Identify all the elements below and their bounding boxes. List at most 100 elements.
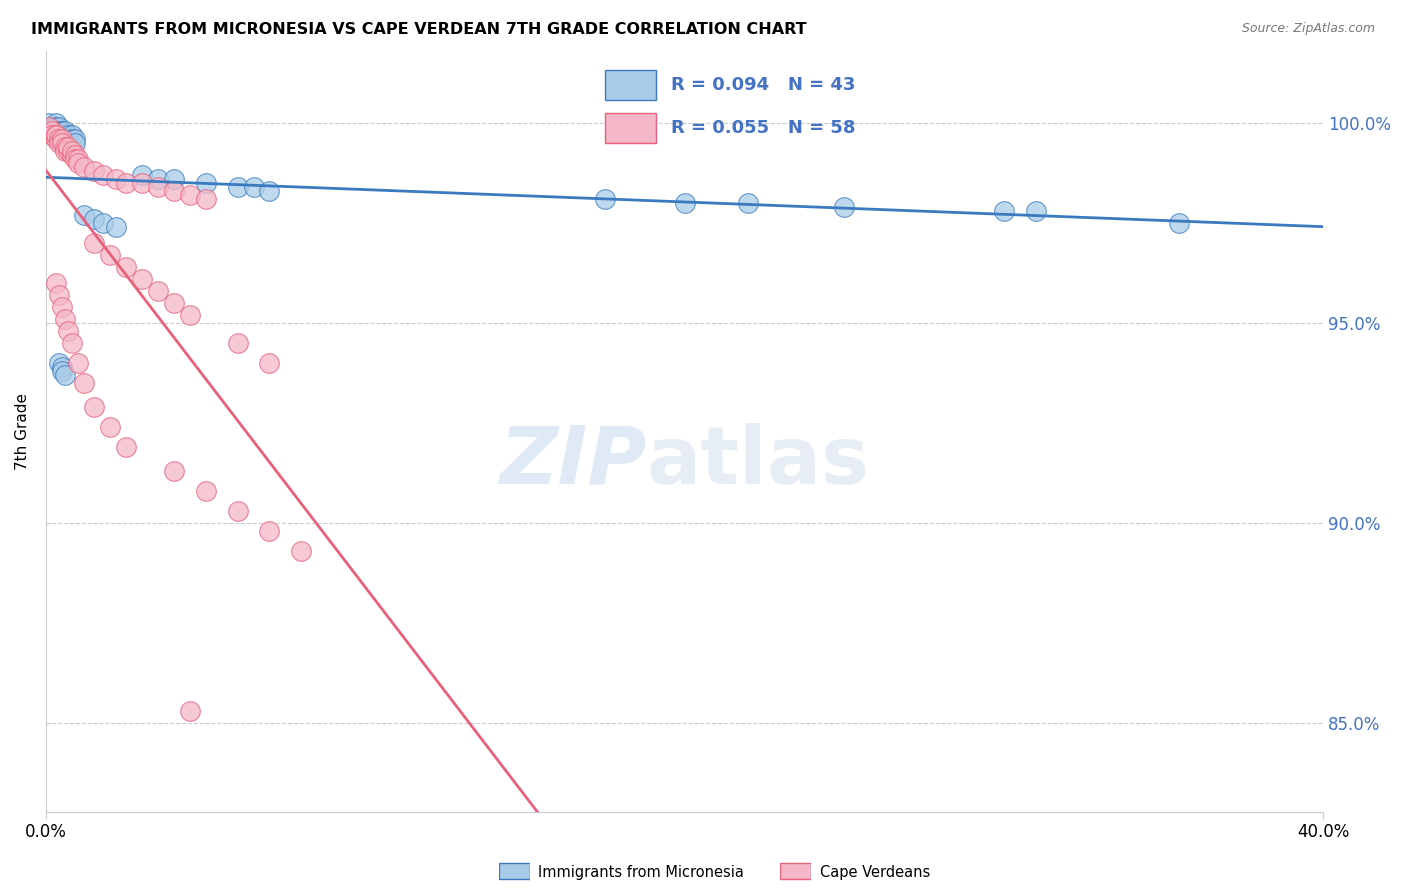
Point	[63, 152, 86, 166]
Point	[131, 272, 153, 286]
Point	[48, 132, 70, 146]
Y-axis label: 7th Grade: 7th Grade	[15, 392, 30, 469]
Point	[242, 179, 264, 194]
Point	[41, 120, 63, 134]
Point	[66, 156, 89, 170]
Point	[53, 140, 76, 154]
Point	[259, 184, 281, 198]
Point	[146, 179, 169, 194]
Point	[290, 544, 312, 558]
Point	[163, 464, 186, 478]
Point	[53, 144, 76, 158]
Point	[114, 440, 136, 454]
Point	[45, 128, 67, 142]
Point	[48, 288, 70, 302]
Point	[53, 368, 76, 382]
Point	[146, 284, 169, 298]
FancyBboxPatch shape	[499, 863, 530, 880]
Point	[66, 356, 89, 370]
Point	[63, 148, 86, 162]
Point	[226, 504, 249, 518]
Point	[58, 128, 80, 142]
Point	[1025, 203, 1047, 218]
Point	[58, 132, 80, 146]
Point	[179, 187, 201, 202]
Text: Immigrants from Micronesia: Immigrants from Micronesia	[538, 865, 744, 880]
Point	[45, 116, 67, 130]
Point	[83, 163, 105, 178]
Point	[58, 324, 80, 338]
Point	[737, 195, 759, 210]
Point	[66, 152, 89, 166]
Point	[51, 136, 73, 150]
Point	[45, 124, 67, 138]
Point	[73, 208, 96, 222]
Text: Source: ZipAtlas.com: Source: ZipAtlas.com	[1241, 22, 1375, 36]
Text: ZIP: ZIP	[499, 423, 647, 500]
Point	[60, 148, 83, 162]
Point	[60, 144, 83, 158]
Point	[48, 124, 70, 138]
Point	[131, 176, 153, 190]
Point	[58, 144, 80, 158]
Point	[53, 312, 76, 326]
Text: Cape Verdeans: Cape Verdeans	[820, 865, 929, 880]
Point	[673, 195, 696, 210]
Point	[194, 176, 217, 190]
Point	[105, 219, 128, 234]
Point	[73, 376, 96, 390]
Point	[60, 128, 83, 142]
Point	[179, 308, 201, 322]
Text: atlas: atlas	[647, 423, 869, 500]
Point	[48, 120, 70, 134]
Point	[51, 124, 73, 138]
Point	[163, 184, 186, 198]
Point	[1168, 216, 1191, 230]
Point	[63, 132, 86, 146]
Point	[114, 260, 136, 274]
Point	[993, 203, 1015, 218]
Point	[226, 336, 249, 351]
Point	[41, 120, 63, 134]
Point	[73, 160, 96, 174]
Point	[83, 235, 105, 250]
Point	[163, 171, 186, 186]
Text: R = 0.094   N = 43: R = 0.094 N = 43	[671, 76, 855, 95]
Point	[45, 120, 67, 134]
Point	[114, 176, 136, 190]
Point	[45, 132, 67, 146]
Point	[593, 192, 616, 206]
Point	[51, 132, 73, 146]
Point	[58, 140, 80, 154]
Point	[146, 171, 169, 186]
Point	[51, 300, 73, 314]
Point	[51, 364, 73, 378]
Point	[131, 168, 153, 182]
Point	[38, 116, 60, 130]
FancyBboxPatch shape	[605, 113, 657, 143]
Point	[259, 524, 281, 539]
Point	[38, 120, 60, 134]
Point	[41, 124, 63, 138]
Point	[194, 192, 217, 206]
Point	[45, 276, 67, 290]
Point	[83, 400, 105, 414]
Point	[832, 200, 855, 214]
Point	[48, 356, 70, 370]
Point	[194, 484, 217, 499]
Point	[48, 128, 70, 142]
FancyBboxPatch shape	[605, 70, 657, 100]
Point	[163, 296, 186, 310]
Point	[51, 359, 73, 374]
Point	[93, 216, 115, 230]
Point	[63, 136, 86, 150]
Point	[226, 179, 249, 194]
Point	[45, 128, 67, 142]
Point	[41, 128, 63, 142]
Point	[83, 211, 105, 226]
Point	[53, 128, 76, 142]
Point	[179, 705, 201, 719]
Point	[259, 356, 281, 370]
Text: IMMIGRANTS FROM MICRONESIA VS CAPE VERDEAN 7TH GRADE CORRELATION CHART: IMMIGRANTS FROM MICRONESIA VS CAPE VERDE…	[31, 22, 807, 37]
FancyBboxPatch shape	[780, 863, 811, 880]
